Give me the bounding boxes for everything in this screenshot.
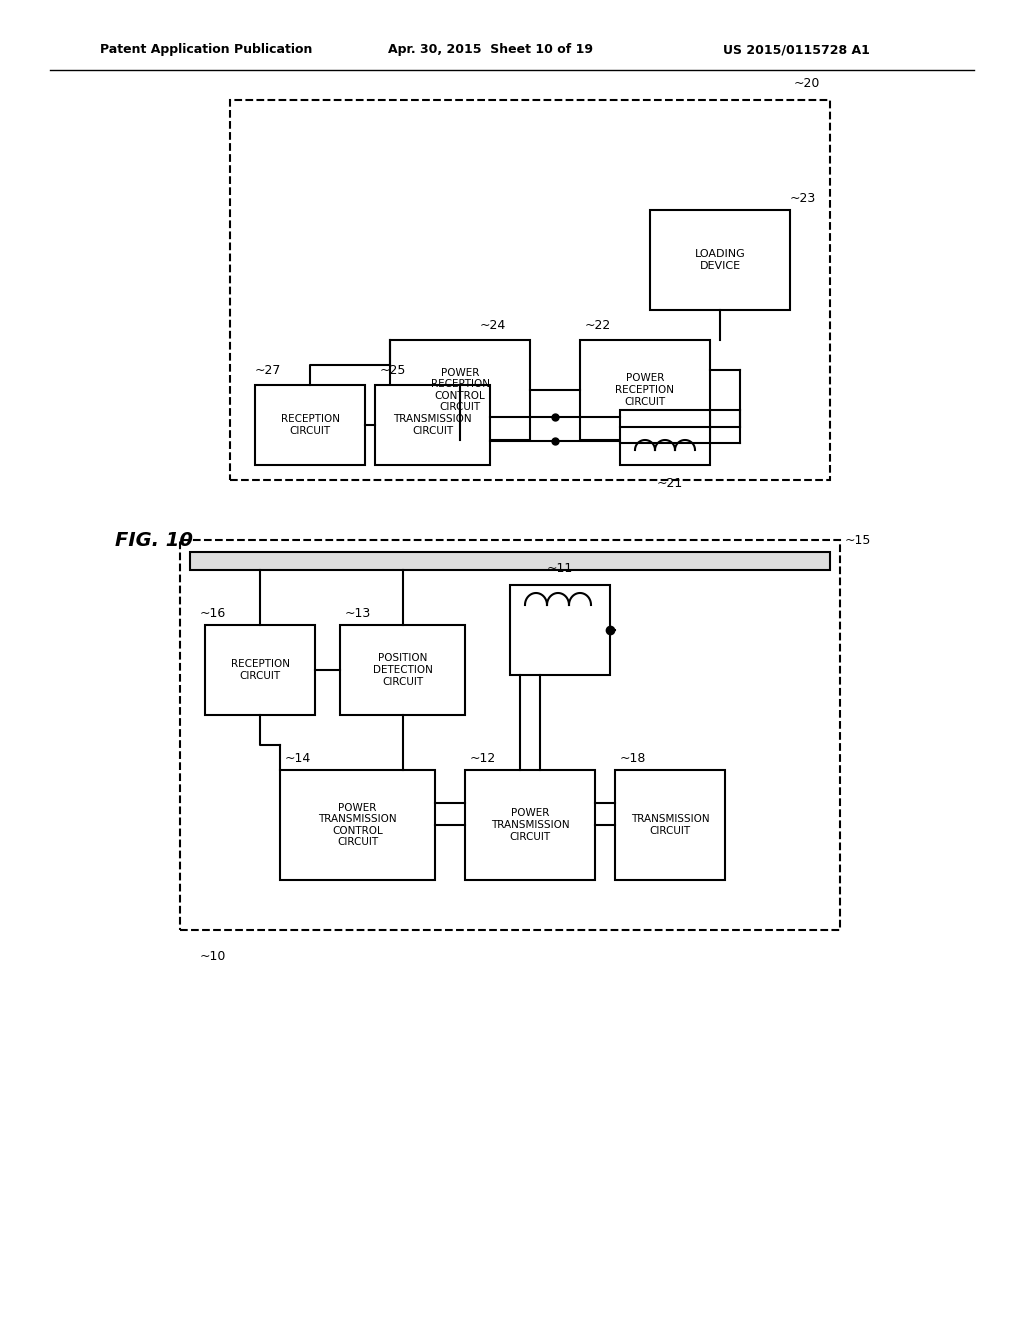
- Text: TRANSMISSION
CIRCUIT: TRANSMISSION CIRCUIT: [393, 414, 472, 436]
- FancyBboxPatch shape: [205, 624, 315, 715]
- Text: POWER
TRANSMISSION
CIRCUIT: POWER TRANSMISSION CIRCUIT: [490, 808, 569, 842]
- FancyBboxPatch shape: [340, 624, 465, 715]
- Text: ~23: ~23: [790, 191, 816, 205]
- Text: RECEPTION
CIRCUIT: RECEPTION CIRCUIT: [230, 659, 290, 681]
- FancyBboxPatch shape: [615, 770, 725, 880]
- Text: RECEPTION
CIRCUIT: RECEPTION CIRCUIT: [281, 414, 340, 436]
- Text: ~10: ~10: [200, 950, 226, 964]
- Text: FIG. 10: FIG. 10: [115, 531, 193, 549]
- Text: TRANSMISSION
CIRCUIT: TRANSMISSION CIRCUIT: [631, 814, 710, 836]
- FancyBboxPatch shape: [620, 411, 710, 465]
- Text: ~16: ~16: [200, 607, 226, 620]
- Text: ~21: ~21: [656, 477, 683, 490]
- Text: POWER
RECEPTION
CONTROL
CIRCUIT: POWER RECEPTION CONTROL CIRCUIT: [430, 367, 489, 412]
- Text: LOADING
DEVICE: LOADING DEVICE: [694, 249, 745, 271]
- FancyBboxPatch shape: [510, 585, 610, 675]
- Text: ~25: ~25: [380, 364, 407, 378]
- Text: ~11: ~11: [547, 562, 573, 576]
- Text: ~24: ~24: [480, 319, 506, 333]
- Text: ~13: ~13: [345, 607, 372, 620]
- Text: POSITION
DETECTION
CIRCUIT: POSITION DETECTION CIRCUIT: [373, 653, 432, 686]
- FancyBboxPatch shape: [650, 210, 790, 310]
- FancyBboxPatch shape: [465, 770, 595, 880]
- Text: ~18: ~18: [620, 752, 646, 766]
- FancyBboxPatch shape: [230, 100, 830, 480]
- Text: Apr. 30, 2015  Sheet 10 of 19: Apr. 30, 2015 Sheet 10 of 19: [387, 44, 593, 57]
- Text: ~22: ~22: [585, 319, 611, 333]
- FancyBboxPatch shape: [180, 540, 840, 931]
- Text: ~27: ~27: [255, 364, 282, 378]
- Text: ~15: ~15: [845, 535, 871, 546]
- FancyBboxPatch shape: [280, 770, 435, 880]
- Text: ~14: ~14: [285, 752, 311, 766]
- Text: Patent Application Publication: Patent Application Publication: [100, 44, 312, 57]
- FancyBboxPatch shape: [375, 385, 490, 465]
- Text: ~12: ~12: [470, 752, 497, 766]
- FancyBboxPatch shape: [390, 341, 530, 440]
- Text: ~20: ~20: [794, 77, 820, 90]
- FancyBboxPatch shape: [580, 341, 710, 440]
- Text: POWER
RECEPTION
CIRCUIT: POWER RECEPTION CIRCUIT: [615, 374, 675, 407]
- Text: US 2015/0115728 A1: US 2015/0115728 A1: [723, 44, 870, 57]
- FancyBboxPatch shape: [255, 385, 365, 465]
- Text: POWER
TRANSMISSION
CONTROL
CIRCUIT: POWER TRANSMISSION CONTROL CIRCUIT: [318, 803, 397, 847]
- FancyBboxPatch shape: [190, 552, 830, 570]
